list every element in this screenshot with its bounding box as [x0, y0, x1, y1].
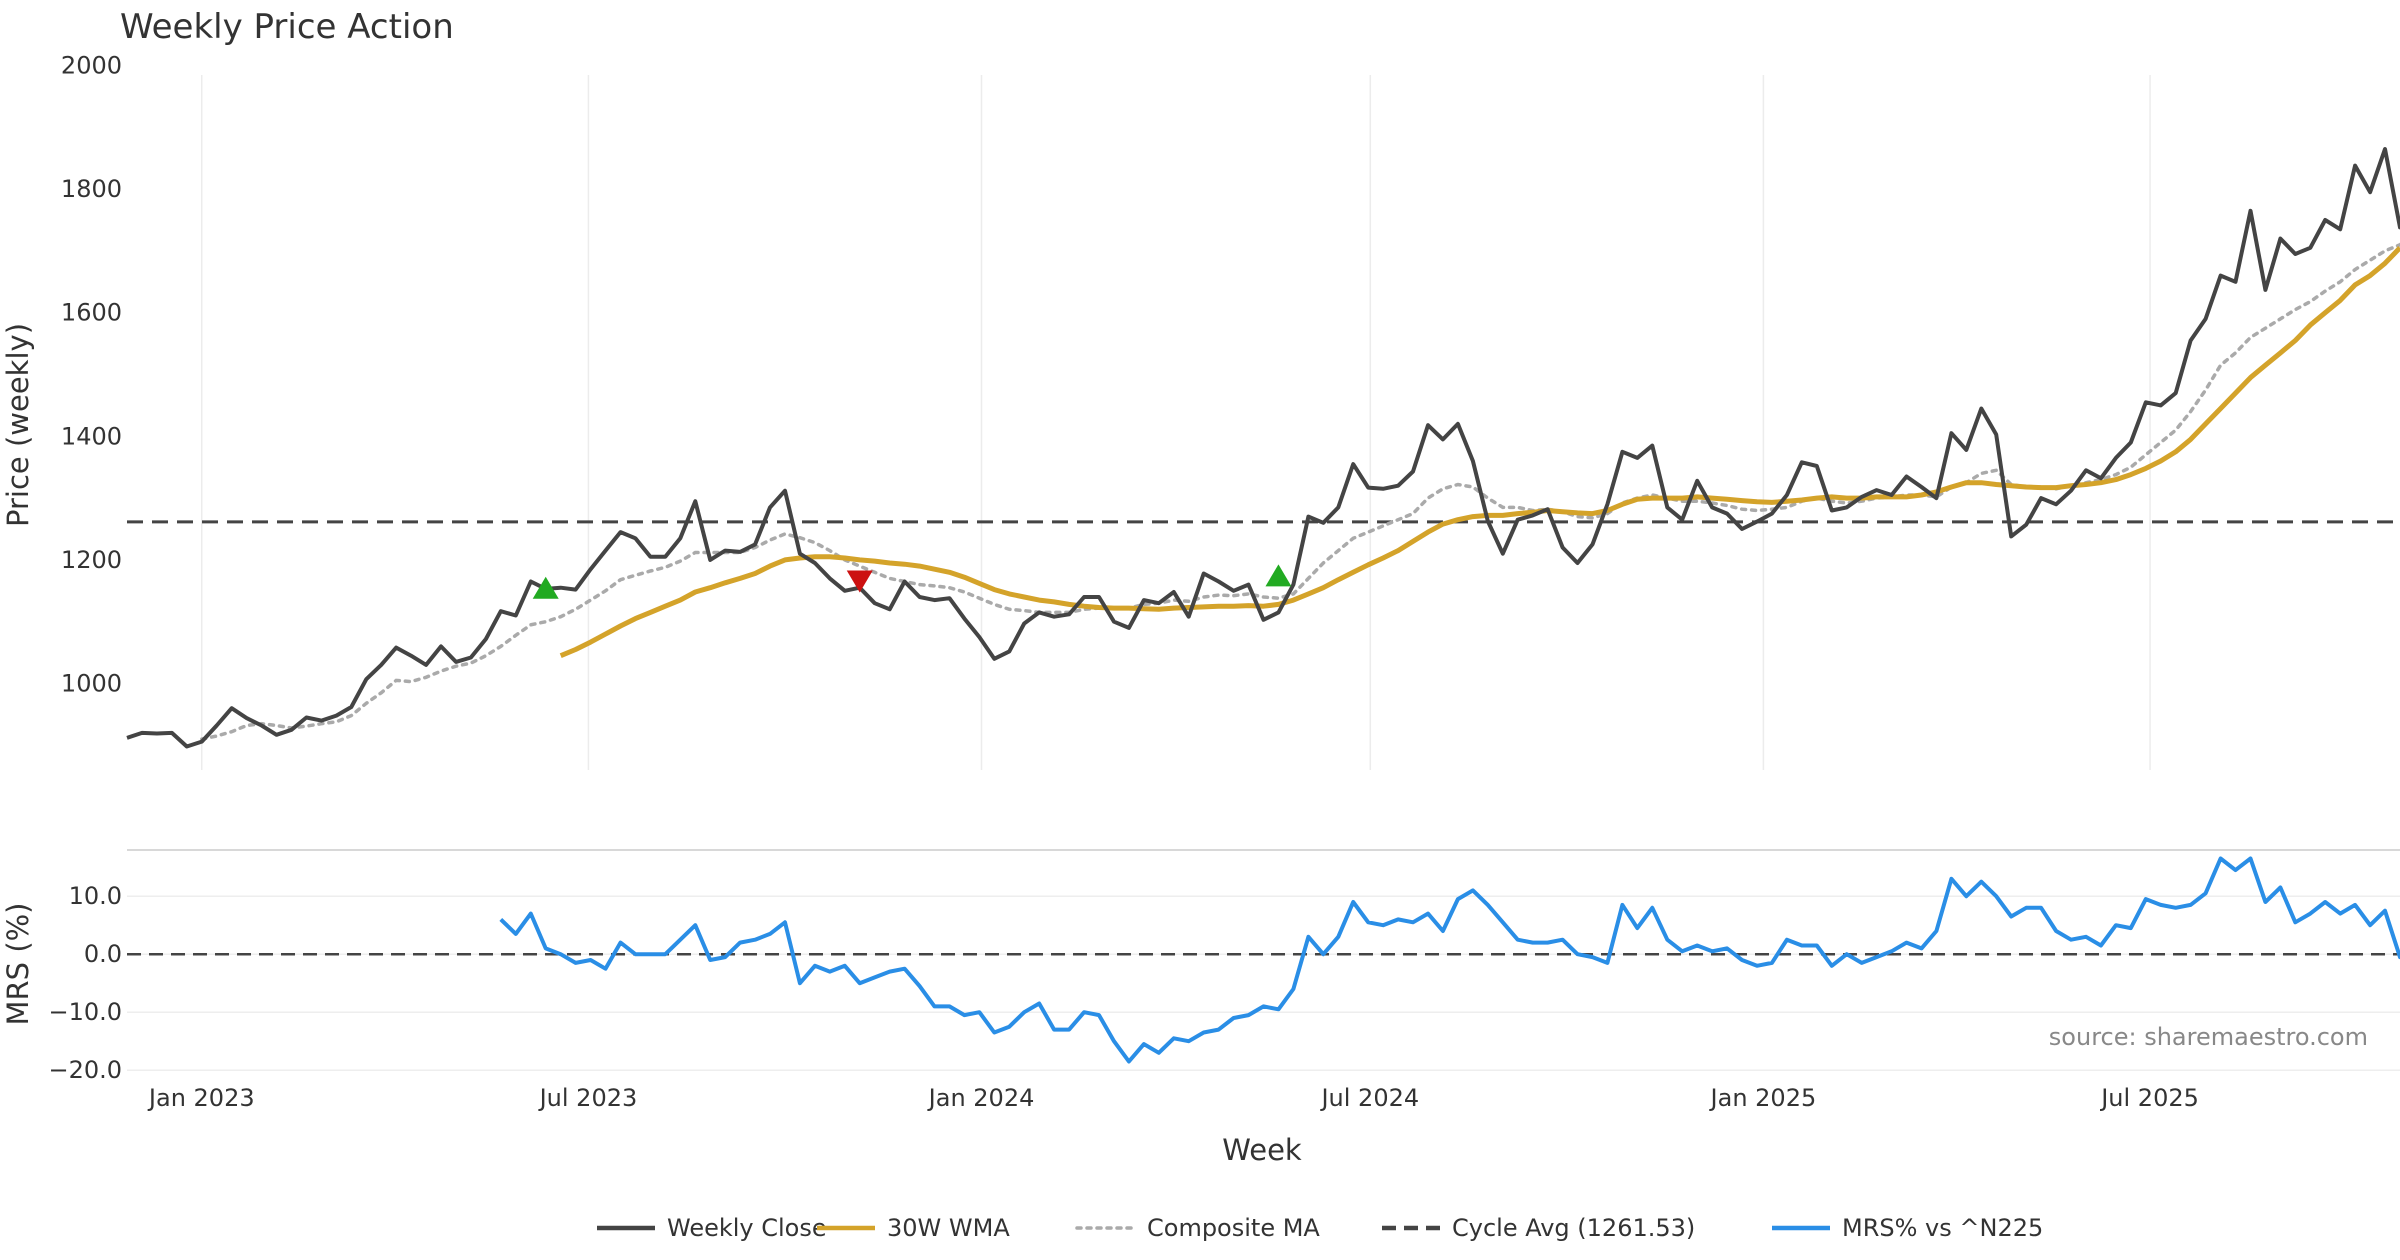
legend-label: Weekly Close [667, 1214, 827, 1242]
source-note: source: sharemaestro.com [2049, 1023, 2368, 1051]
legend-label: 30W WMA [887, 1214, 1010, 1242]
legend-item: Composite MA [1075, 1214, 1320, 1242]
buy-signal-marker [532, 576, 559, 599]
grid-layer [127, 75, 2400, 1071]
price-y-axis-label: Price (weekly) [1, 323, 35, 527]
mrs-y-tick-label: 0.0 [84, 940, 122, 968]
legend-item: 30W WMA [817, 1214, 1010, 1242]
buy-signal-marker [1265, 564, 1292, 587]
mrs-y-tick-label: −20.0 [48, 1056, 122, 1084]
price-y-tick-label: 2000 [61, 52, 122, 80]
legend-label: Composite MA [1147, 1214, 1320, 1242]
x-tick-label: Jan 2025 [1709, 1084, 1817, 1112]
price-y-tick-label: 1400 [61, 422, 122, 450]
x-tick-label: Jul 2024 [1319, 1084, 1419, 1112]
mrs-y-axis-label: MRS (%) [1, 903, 35, 1026]
x-tick-label: Jan 2024 [927, 1084, 1035, 1112]
price-y-tick-label: 1000 [61, 669, 122, 697]
series-layer [126, 147, 2400, 1064]
legend-item: Weekly Close [597, 1214, 827, 1242]
x-tick-label: Jul 2023 [538, 1084, 638, 1112]
legend-label: Cycle Avg (1261.53) [1452, 1214, 1695, 1242]
weekly-close-line [126, 147, 2400, 749]
tick-layer: Jan 2023 Jul 2023 Jan 2024 Jul 2024 Jan 2025… [48, 52, 2198, 1112]
x-tick-label: Jan 2023 [147, 1084, 255, 1112]
legend-label: MRS% vs ^N225 [1842, 1214, 2043, 1242]
chart-title: Weekly Price Action [120, 7, 454, 47]
x-tick-label: Jul 2025 [2099, 1084, 2199, 1112]
mrs-y-tick-label: −10.0 [48, 998, 122, 1026]
legend-item: Cycle Avg (1261.53) [1382, 1214, 1695, 1242]
composite-ma-line [200, 242, 2400, 741]
legend-item: MRS% vs ^N225 [1772, 1214, 2043, 1242]
mrs-line [499, 856, 2400, 1064]
sell-signal-marker [846, 570, 873, 593]
price-y-tick-label: 1600 [61, 299, 122, 327]
x-axis-label: Week [1222, 1133, 1302, 1167]
mrs-y-tick-label: 10.0 [69, 882, 122, 910]
wma-30w-line [559, 246, 2400, 659]
legend: Weekly Close 30W WMA Composite MA Cycle Avg… [597, 1214, 2043, 1242]
price-y-tick-label: 1200 [61, 546, 122, 574]
price-y-tick-label: 1800 [61, 175, 122, 203]
